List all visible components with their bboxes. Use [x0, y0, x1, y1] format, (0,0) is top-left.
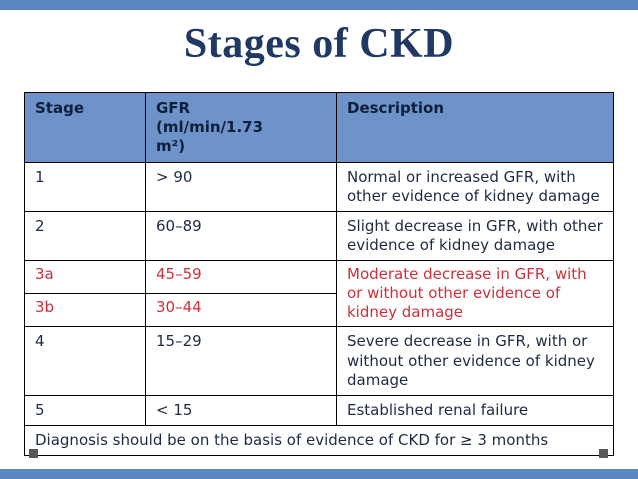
description-cell: Slight decrease in GFR, with other evide… [336, 211, 614, 262]
stage-cell: 3b [24, 293, 146, 328]
table-row-stage-1: 1 > 90 Normal or increased GFR, with oth… [24, 162, 614, 213]
top-accent-bar [0, 0, 638, 10]
description-cell: Normal or increased GFR, with other evid… [336, 162, 614, 213]
description-cell: Severe decrease in GFR, with or without … [336, 326, 614, 396]
table-row-stage-5: 5 < 15 Established renal failure [24, 394, 614, 426]
table-row-stage-3a: 3a 45–59 Moderate decrease in GFR, with … [24, 260, 614, 328]
gfr-cell: < 15 [145, 394, 337, 426]
stage-cell: 3a [24, 260, 146, 295]
col-header-description: Description [336, 91, 614, 164]
table-header-row: Stage GFR (ml/min/1.73 m²) Description [24, 91, 614, 164]
bottom-accent-bar [0, 469, 638, 479]
gfr-cell: 15–29 [145, 326, 337, 396]
stage-cell: 2 [24, 211, 146, 262]
table-row-stage-4: 4 15–29 Severe decrease in GFR, with or … [24, 326, 614, 396]
decor-square-left [29, 449, 38, 458]
table-row-stage-3b: 3b 30–44 [24, 293, 614, 328]
footnote-cell: Diagnosis should be on the basis of evid… [24, 424, 614, 456]
description-cell: Established renal failure [336, 394, 614, 426]
gfr-cell: 60–89 [145, 211, 337, 262]
gfr-cell: > 90 [145, 162, 337, 213]
ckd-stages-table: Stage GFR (ml/min/1.73 m²) Description 1… [24, 91, 614, 456]
gfr-cell: 45–59 [145, 260, 337, 295]
stage-cell: 5 [24, 394, 146, 426]
col-header-gfr: GFR (ml/min/1.73 m²) [145, 91, 337, 164]
decor-square-right [599, 449, 608, 458]
stage-cell: 1 [24, 162, 146, 213]
slide-title: Stages of CKD [183, 21, 455, 67]
description-cell-merged: Moderate decrease in GFR, with or withou… [336, 260, 614, 328]
table-row-stage-2: 2 60–89 Slight decrease in GFR, with oth… [24, 211, 614, 262]
col-header-stage: Stage [24, 91, 146, 164]
table-footnote-row: Diagnosis should be on the basis of evid… [24, 424, 614, 456]
gfr-cell: 30–44 [145, 293, 337, 328]
stage-cell: 4 [24, 326, 146, 396]
